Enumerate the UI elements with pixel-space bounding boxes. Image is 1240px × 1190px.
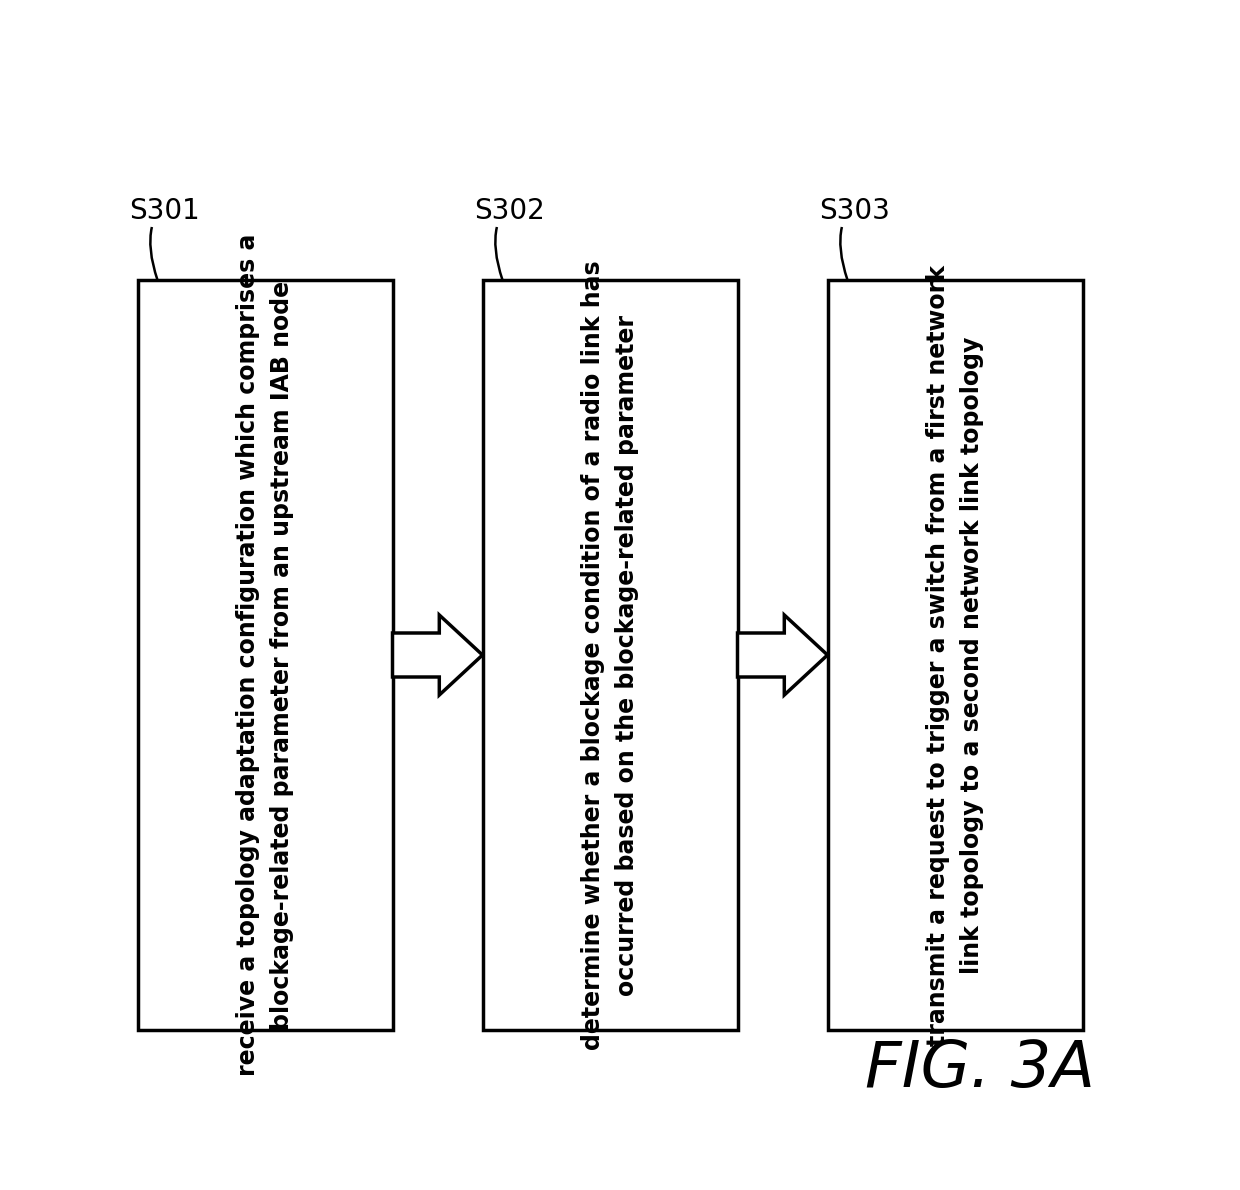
- Bar: [827, 280, 1083, 1031]
- Text: transmit a request to trigger a switch from a first network
link topology to a s: transmit a request to trigger a switch f…: [926, 264, 983, 1046]
- Text: determine whether a blockage condition of a radio link has
occurred based on the: determine whether a blockage condition o…: [582, 261, 639, 1050]
- Polygon shape: [393, 615, 482, 695]
- Text: S301: S301: [129, 198, 200, 225]
- Text: S302: S302: [475, 198, 546, 225]
- Text: receive a topology adaptation configuration which comprises a
blockage-related p: receive a topology adaptation configurat…: [237, 233, 294, 1076]
- Bar: [482, 280, 738, 1031]
- Text: S303: S303: [820, 198, 890, 225]
- Text: FIG. 3A: FIG. 3A: [866, 1038, 1095, 1100]
- Bar: [138, 280, 393, 1031]
- Polygon shape: [738, 615, 827, 695]
